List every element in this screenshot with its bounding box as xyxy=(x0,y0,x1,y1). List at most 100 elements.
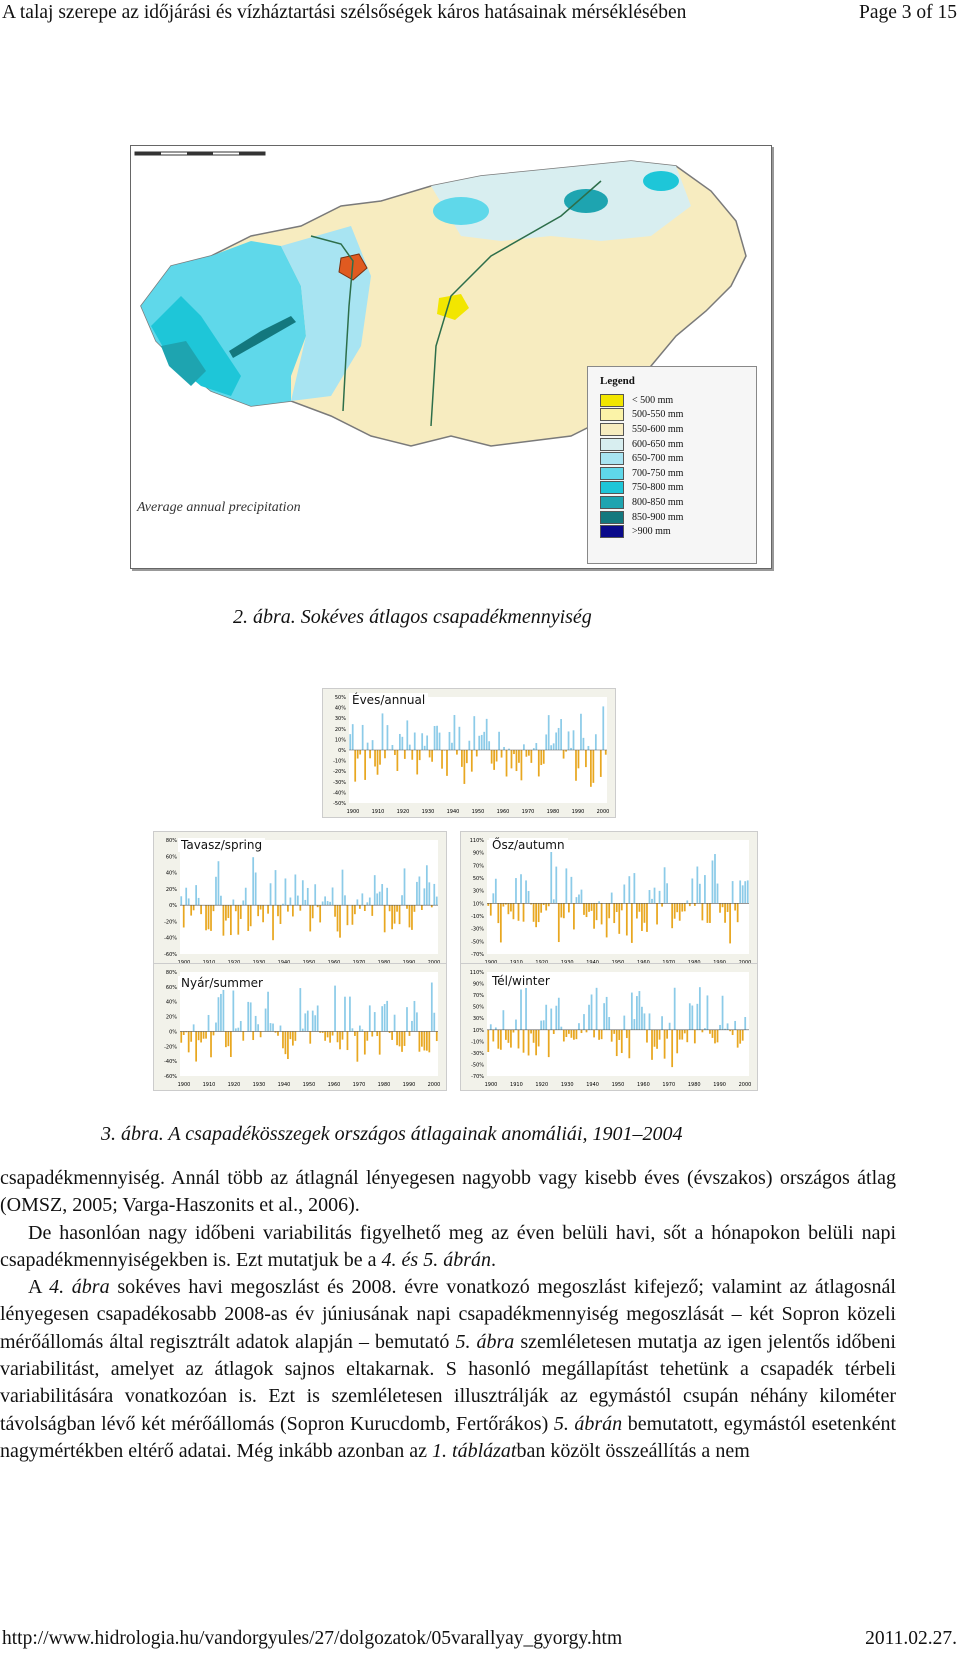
anomaly-bar xyxy=(356,899,359,906)
anomaly-bar xyxy=(598,1029,600,1040)
anomaly-bar xyxy=(383,905,386,933)
anomaly-bar xyxy=(423,745,426,750)
anomaly-bar xyxy=(505,750,508,777)
anomaly-bar xyxy=(244,887,247,906)
anomaly-bar xyxy=(678,1029,681,1040)
legend-swatch xyxy=(600,466,624,480)
p2-figure-ref: 4. és 5. ábrán xyxy=(381,1248,491,1271)
anomaly-bar xyxy=(520,989,522,1030)
anomaly-bar xyxy=(530,903,532,905)
tisza-river xyxy=(430,180,602,427)
anomaly-bar xyxy=(615,903,618,912)
anomaly-bar xyxy=(502,1010,505,1030)
anomaly-bar xyxy=(259,1031,262,1038)
anomaly-bar xyxy=(532,1029,535,1043)
anomaly-bar xyxy=(344,895,346,906)
anomaly-bar xyxy=(438,732,441,750)
anomaly-bar xyxy=(339,1031,341,1050)
x-tick-label: 1990 xyxy=(403,1082,416,1088)
y-tick-label: -70% xyxy=(471,1074,484,1080)
anomaly-bar xyxy=(381,713,384,750)
anomaly-bar xyxy=(555,866,558,904)
legend-item: 650-700 mm xyxy=(600,451,756,466)
anomaly-bar xyxy=(522,903,525,922)
legend-swatch xyxy=(600,452,624,466)
anomaly-bar xyxy=(311,905,314,919)
anomaly-bar xyxy=(505,1029,507,1040)
anomaly-bar xyxy=(384,750,386,759)
y-tick-label: -50% xyxy=(333,801,346,807)
anomaly-bar xyxy=(277,905,279,917)
anomaly-bar xyxy=(552,1029,555,1034)
anomaly-bar xyxy=(608,903,611,919)
y-tick-label: 30% xyxy=(473,889,484,895)
y-tick-label: -30% xyxy=(471,927,484,933)
anomaly-bar xyxy=(495,750,498,762)
anomaly-bar xyxy=(552,743,555,750)
anomaly-bar xyxy=(394,750,396,755)
x-tick-label: 1980 xyxy=(688,1082,701,1088)
anomaly-bar xyxy=(651,898,653,904)
anomaly-bar xyxy=(361,1029,364,1032)
anomaly-bar xyxy=(306,1010,309,1032)
anomaly-bar xyxy=(736,1029,739,1048)
y-tick-label: -10% xyxy=(471,914,484,920)
legend-label: 500-550 mm xyxy=(632,409,684,421)
anomaly-bar xyxy=(688,1003,691,1030)
anomaly-bar xyxy=(277,1031,279,1036)
anomaly-bar xyxy=(530,750,533,763)
anomaly-bar xyxy=(724,1028,726,1030)
y-tick-label: -50% xyxy=(471,1062,484,1068)
y-tick-label: -20% xyxy=(164,1044,177,1050)
anomaly-bar xyxy=(358,905,361,909)
anomaly-bar xyxy=(580,713,582,750)
figure-3-caption: 3. ábra. A csapadékösszegek országos átl… xyxy=(101,1123,683,1145)
anomaly-bar xyxy=(247,905,250,931)
anomaly-bar xyxy=(341,1031,344,1040)
anomaly-bar xyxy=(588,903,590,912)
anomaly-bar xyxy=(726,1023,729,1030)
anomaly-bar xyxy=(676,1029,679,1054)
anomaly-bar xyxy=(257,1024,260,1032)
anomaly-bar xyxy=(416,750,419,775)
anomaly-bar xyxy=(292,1031,294,1046)
anomaly-bar xyxy=(641,1006,643,1030)
x-tick-label: 1950 xyxy=(612,1082,625,1088)
anomaly-bar xyxy=(197,1031,200,1041)
chart-annual-plot: 50% 40% 30% 20% 10% 0% -10% -20% -30% -40% -50%190… xyxy=(333,695,609,815)
anomaly-bar xyxy=(620,1029,623,1054)
anomaly-bar xyxy=(600,903,603,925)
page-footer: http://www.hidrologia.hu/vandorgyules/27… xyxy=(2,1628,957,1650)
anomaly-bar xyxy=(517,903,520,921)
anomaly-bar xyxy=(299,905,302,911)
anomaly-bar xyxy=(351,724,354,750)
y-tick-label: -30% xyxy=(471,1051,484,1057)
anomaly-bar xyxy=(492,893,495,904)
anomaly-bar xyxy=(570,747,572,750)
anomaly-bar xyxy=(421,1031,423,1047)
y-tick-label: 90% xyxy=(473,851,484,857)
anomaly-bar xyxy=(408,1031,411,1036)
anomaly-bar xyxy=(610,1029,613,1042)
anomaly-bar xyxy=(225,905,227,921)
anomaly-bar xyxy=(284,878,287,906)
anomaly-bar xyxy=(487,903,490,906)
anomaly-bar xyxy=(593,903,595,929)
anomaly-bar xyxy=(540,750,543,766)
anomaly-bar xyxy=(408,744,411,750)
y-tick-label: -50% xyxy=(471,939,484,945)
anomaly-bar xyxy=(321,901,324,906)
anomaly-bar xyxy=(587,745,590,750)
anomaly-bar xyxy=(671,903,674,929)
anomaly-bar xyxy=(643,1013,646,1030)
chart-summer-label: Nyár/summer xyxy=(178,976,266,990)
y-tick-label: 20% xyxy=(166,887,177,893)
anomaly-bar xyxy=(386,725,389,750)
anomaly-bar xyxy=(324,1031,326,1041)
anomaly-bar xyxy=(368,897,371,906)
anomaly-bar xyxy=(641,903,643,931)
x-tick-label: 1960 xyxy=(637,1082,650,1088)
anomaly-bar xyxy=(423,1031,426,1051)
x-tick-label: 1960 xyxy=(497,809,510,815)
x-tick-label: 1900 xyxy=(178,1082,191,1088)
